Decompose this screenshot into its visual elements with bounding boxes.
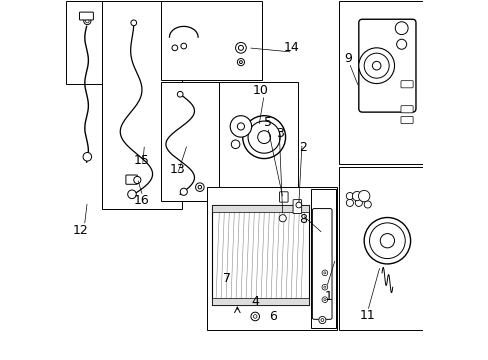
Circle shape [394,22,407,35]
Circle shape [239,61,242,64]
Circle shape [177,91,183,97]
FancyBboxPatch shape [400,81,412,88]
Bar [160,82,221,202]
Circle shape [364,201,370,208]
Circle shape [253,315,257,318]
Circle shape [83,153,91,161]
Circle shape [396,39,406,49]
Text: 9: 9 [344,52,351,65]
Circle shape [322,297,327,302]
Circle shape [131,20,136,26]
Text: 5: 5 [263,116,271,129]
Bar [212,205,308,212]
Text: 16: 16 [134,194,149,207]
FancyBboxPatch shape [292,200,301,213]
Circle shape [318,316,325,324]
Text: 2: 2 [299,141,307,154]
Bar [339,167,422,330]
Text: 10: 10 [252,84,268,97]
Circle shape [323,272,325,274]
FancyBboxPatch shape [279,192,287,202]
Circle shape [346,199,353,206]
Text: 12: 12 [72,224,88,237]
Text: 15: 15 [134,154,150,167]
Text: 8: 8 [299,213,307,226]
Circle shape [85,19,89,23]
Circle shape [354,199,362,206]
Circle shape [352,192,361,201]
Text: 1: 1 [324,289,332,303]
Circle shape [364,53,388,78]
Circle shape [358,48,394,84]
Circle shape [250,312,259,321]
Circle shape [358,190,369,202]
Circle shape [323,298,325,301]
Bar [212,205,308,305]
Circle shape [380,234,394,248]
Text: 4: 4 [251,295,259,308]
Circle shape [237,123,244,130]
Circle shape [127,190,136,199]
FancyBboxPatch shape [400,116,412,123]
Bar [219,82,298,202]
Text: 13: 13 [169,163,185,176]
Text: 11: 11 [359,309,375,322]
FancyBboxPatch shape [400,106,412,113]
Bar [206,187,337,330]
Circle shape [346,193,353,200]
Bar [339,1,422,164]
Circle shape [247,121,280,153]
Circle shape [372,62,380,70]
Text: 6: 6 [268,310,276,323]
Circle shape [322,284,327,290]
Circle shape [180,188,187,195]
Circle shape [369,223,405,258]
Circle shape [83,18,91,24]
Circle shape [364,217,410,264]
Circle shape [235,42,246,53]
Circle shape [237,59,244,66]
FancyBboxPatch shape [125,175,137,184]
Circle shape [230,116,251,137]
FancyBboxPatch shape [312,208,331,319]
Circle shape [172,45,177,51]
Bar [160,1,262,80]
Circle shape [323,286,325,288]
Text: 3: 3 [276,127,284,140]
Circle shape [320,319,323,321]
Bar [102,1,182,208]
Bar [66,1,108,84]
Circle shape [198,185,201,189]
Circle shape [195,183,203,192]
Circle shape [181,43,186,49]
Circle shape [279,215,285,222]
Circle shape [322,270,327,276]
Circle shape [295,202,301,208]
Circle shape [242,116,285,158]
Circle shape [231,140,240,149]
Text: 7: 7 [222,272,230,285]
Circle shape [257,131,270,144]
Circle shape [238,45,243,50]
Bar [212,298,308,305]
Circle shape [134,176,141,184]
Text: 14: 14 [283,41,299,54]
FancyBboxPatch shape [358,19,415,112]
FancyBboxPatch shape [80,12,93,20]
Bar [310,189,335,328]
